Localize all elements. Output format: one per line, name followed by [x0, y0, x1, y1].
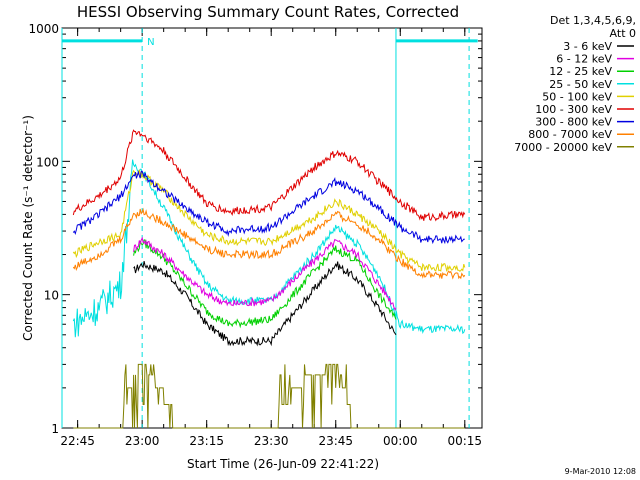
x-tick-label: 00:15 — [447, 434, 482, 448]
y-tick-label: 100 — [36, 155, 59, 169]
legend-entry-label: 3 - 6 keV — [563, 40, 612, 53]
legend-entry-label: 12 - 25 keV — [549, 65, 612, 78]
legend-entry-label: 50 - 100 keV — [542, 90, 612, 103]
x-tick-label: 23:30 — [254, 434, 289, 448]
x-tick-label: 23:15 — [189, 434, 224, 448]
x-tick-label: 22:45 — [60, 434, 95, 448]
state-bar-label: N — [147, 37, 154, 48]
series-line-path — [72, 159, 466, 338]
plot-area: N — [61, 27, 483, 429]
footer-timestamp: 9-Mar-2010 12:08 — [565, 467, 636, 476]
legend-header-line-2: Att 0 — [610, 27, 636, 40]
series-line — [133, 236, 397, 311]
series-line-path — [133, 239, 397, 329]
x-tick-label: 00:00 — [383, 434, 418, 448]
series-line-path — [133, 236, 397, 311]
legend-header-line-1: Det 1,3,4,5,6,9, — [550, 14, 636, 27]
chart-title: HESSI Observing Summary Count Rates, Cor… — [77, 3, 459, 21]
legend-entry-label: 100 - 300 keV — [535, 103, 612, 116]
series-line — [133, 239, 397, 329]
series-line — [133, 260, 397, 347]
y-tick-label: 10 — [44, 289, 59, 303]
x-axis-label: Start Time (26-Jun-09 22:41:22) — [187, 457, 379, 471]
series-line-path — [72, 207, 466, 280]
y-tick-label: 1000 — [28, 22, 59, 36]
series-line — [72, 207, 466, 280]
series-line-path — [72, 170, 465, 245]
series-line-path — [73, 363, 465, 429]
y-tick-label: 1 — [51, 422, 59, 436]
series-line — [72, 170, 465, 245]
x-tick-label: 23:45 — [318, 434, 353, 448]
x-tick-label: 23:00 — [125, 434, 160, 448]
y-axis-label: Corrected Count Rate (s⁻¹ detector⁻¹) — [21, 115, 35, 341]
legend-entry-label: 6 - 12 keV — [556, 53, 612, 66]
series-line-path — [72, 129, 466, 222]
legend-entry-label: 7000 - 20000 keV — [514, 141, 612, 154]
series-line — [72, 129, 466, 222]
legend-entry-label: 25 - 50 keV — [549, 78, 612, 91]
legend-entry-label: 300 - 800 keV — [535, 116, 612, 129]
series-line — [72, 159, 466, 338]
series-line — [73, 363, 465, 429]
legend-entry-label: 800 - 7000 keV — [528, 128, 612, 141]
series-line-path — [133, 260, 397, 347]
